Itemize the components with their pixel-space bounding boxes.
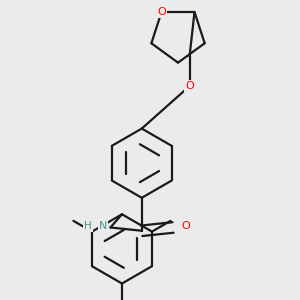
Text: H: H	[84, 221, 92, 231]
Text: O: O	[185, 81, 194, 91]
Text: N: N	[99, 221, 107, 231]
Text: O: O	[181, 221, 190, 231]
Text: O: O	[157, 7, 166, 17]
